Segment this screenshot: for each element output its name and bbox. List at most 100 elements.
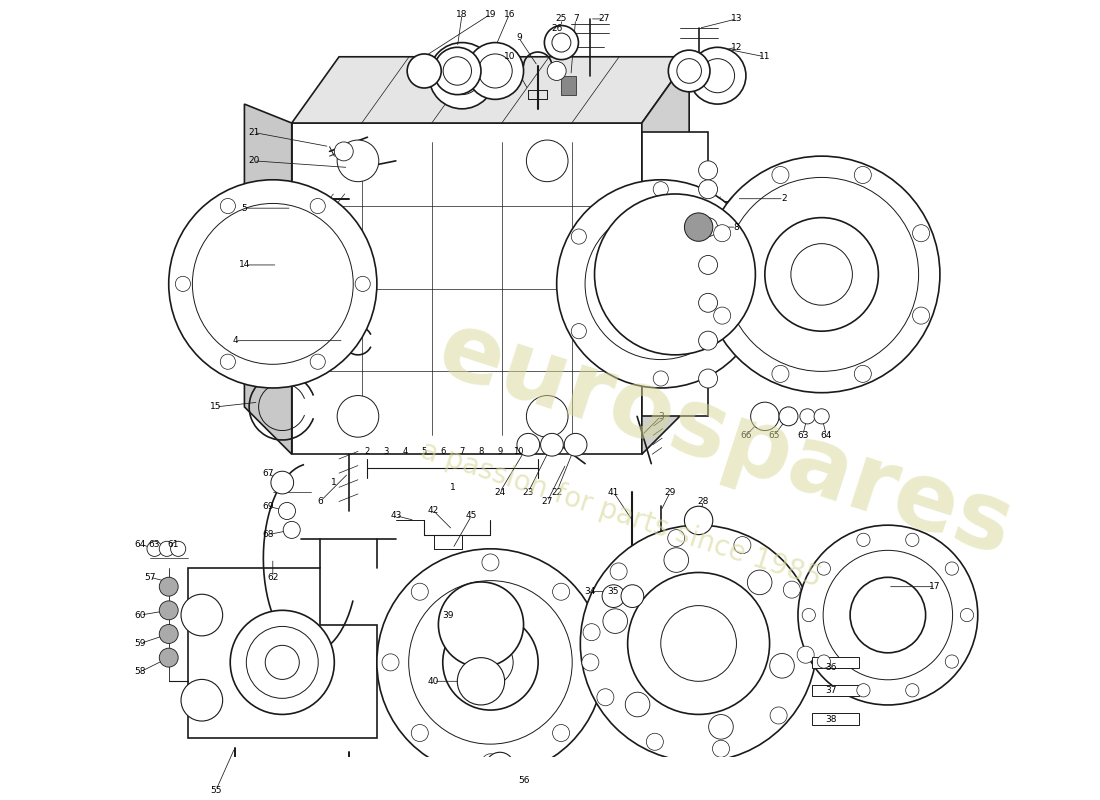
Circle shape — [278, 502, 296, 519]
Text: 1: 1 — [450, 483, 455, 492]
Circle shape — [855, 166, 871, 183]
Text: 63: 63 — [148, 539, 161, 549]
Circle shape — [800, 409, 815, 424]
Text: 35: 35 — [607, 587, 619, 596]
Text: 64: 64 — [821, 430, 832, 440]
Circle shape — [798, 525, 978, 705]
Circle shape — [791, 244, 852, 305]
Text: 25: 25 — [556, 14, 568, 23]
Circle shape — [170, 542, 186, 556]
Text: 3: 3 — [658, 412, 663, 421]
Circle shape — [377, 549, 604, 776]
Circle shape — [310, 198, 326, 214]
Text: 64: 64 — [134, 539, 146, 549]
Circle shape — [147, 542, 162, 556]
Circle shape — [482, 754, 499, 771]
Circle shape — [160, 648, 178, 667]
Circle shape — [458, 658, 505, 705]
Circle shape — [486, 752, 514, 781]
Text: 27: 27 — [541, 497, 553, 506]
Circle shape — [698, 369, 717, 388]
Circle shape — [443, 57, 472, 85]
Text: 55: 55 — [210, 786, 222, 794]
Circle shape — [714, 225, 730, 242]
Text: 58: 58 — [134, 667, 146, 676]
Text: 65: 65 — [769, 430, 780, 440]
Text: 9: 9 — [497, 447, 503, 456]
Circle shape — [850, 578, 925, 653]
Circle shape — [905, 534, 918, 546]
Circle shape — [581, 525, 817, 762]
Circle shape — [337, 140, 378, 182]
Circle shape — [857, 684, 870, 697]
Text: 7: 7 — [573, 14, 579, 23]
Text: 28: 28 — [697, 497, 710, 506]
Circle shape — [583, 624, 601, 641]
Text: 16: 16 — [504, 10, 515, 18]
Circle shape — [698, 255, 717, 274]
Circle shape — [823, 550, 953, 680]
Text: 62: 62 — [267, 573, 278, 582]
Circle shape — [585, 208, 737, 359]
Circle shape — [482, 554, 499, 571]
Circle shape — [628, 573, 770, 714]
Text: 4: 4 — [403, 447, 408, 456]
Circle shape — [160, 578, 178, 596]
Circle shape — [713, 740, 729, 758]
Bar — [812, 685, 859, 697]
Polygon shape — [292, 57, 690, 123]
Text: 68: 68 — [262, 530, 274, 539]
Text: 13: 13 — [730, 14, 743, 23]
Circle shape — [698, 331, 717, 350]
Circle shape — [160, 601, 178, 620]
Circle shape — [913, 225, 930, 242]
Circle shape — [564, 434, 587, 456]
Circle shape — [433, 47, 481, 94]
Text: 56: 56 — [518, 776, 529, 785]
Text: 24: 24 — [494, 487, 506, 497]
Text: 22: 22 — [551, 487, 562, 497]
Circle shape — [772, 366, 789, 382]
Circle shape — [468, 640, 514, 685]
Circle shape — [610, 563, 627, 580]
Text: 8: 8 — [734, 222, 739, 232]
Circle shape — [661, 606, 737, 682]
Circle shape — [817, 655, 830, 668]
Circle shape — [814, 409, 829, 424]
Circle shape — [653, 371, 669, 386]
Circle shape — [466, 42, 524, 99]
Bar — [812, 657, 859, 668]
Circle shape — [802, 609, 815, 622]
Circle shape — [540, 434, 563, 456]
Circle shape — [283, 522, 300, 538]
Circle shape — [246, 626, 318, 698]
Circle shape — [676, 58, 702, 83]
Text: 40: 40 — [428, 677, 439, 686]
Circle shape — [747, 570, 772, 594]
Text: 5: 5 — [421, 447, 427, 456]
Circle shape — [493, 759, 507, 774]
Circle shape — [703, 156, 939, 393]
Text: 3: 3 — [384, 447, 389, 456]
Circle shape — [602, 585, 625, 607]
Text: 19: 19 — [485, 10, 496, 18]
Circle shape — [684, 506, 713, 534]
Text: 42: 42 — [428, 506, 439, 515]
Text: 23: 23 — [522, 487, 534, 497]
Circle shape — [603, 609, 627, 634]
Circle shape — [855, 366, 871, 382]
Circle shape — [442, 614, 538, 710]
Polygon shape — [641, 133, 708, 416]
Text: eurospares: eurospares — [427, 303, 1023, 575]
Text: 14: 14 — [239, 261, 250, 270]
Text: 60: 60 — [134, 610, 146, 619]
Circle shape — [857, 534, 870, 546]
Circle shape — [905, 684, 918, 697]
Circle shape — [817, 562, 830, 575]
Circle shape — [478, 54, 513, 88]
Text: 11: 11 — [759, 52, 771, 62]
Text: 66: 66 — [740, 430, 751, 440]
Circle shape — [725, 178, 918, 371]
Circle shape — [557, 180, 764, 388]
Circle shape — [913, 307, 930, 324]
